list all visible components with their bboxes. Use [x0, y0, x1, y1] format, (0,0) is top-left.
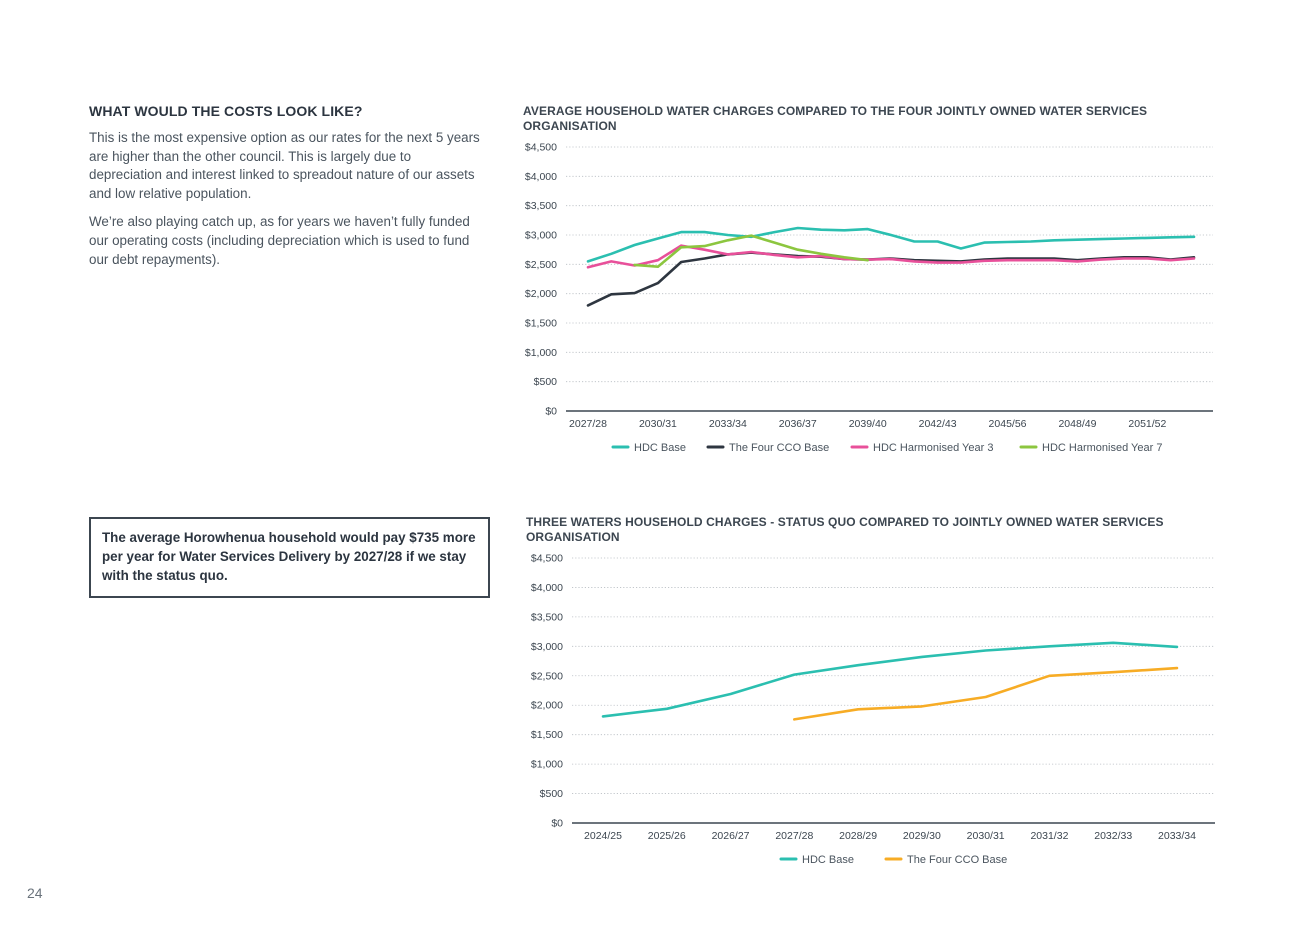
- chart2-y-tick-label: $3,000: [531, 641, 563, 653]
- chart2-y-tick-label: $2,500: [531, 670, 563, 682]
- chart1-series-hdc-base: [586, 226, 1196, 263]
- paragraph-expensive-option: This is the most expensive option as our…: [89, 130, 480, 201]
- chart1-y-tick-label: $4,000: [525, 171, 557, 183]
- chart2-y-tick-label: $4,000: [531, 582, 563, 594]
- left-column: WHAT WOULD THE COSTS LOOK LIKE? This is …: [89, 103, 484, 279]
- chart1-title: AVERAGE HOUSEHOLD WATER CHARGES COMPARED…: [523, 104, 1148, 133]
- chart1-y-tick-label: $1,000: [525, 347, 557, 359]
- chart2-x-tick-label: 2032/33: [1094, 830, 1132, 842]
- chart1-x-tick-label: 2027/28: [569, 418, 607, 430]
- chart2-x-tick-label: 2030/31: [967, 830, 1005, 842]
- callout-box: The average Horowhenua household would p…: [89, 517, 490, 598]
- chart1-x-tick-label: 2033/34: [709, 418, 747, 430]
- chart2-y-tick-label: $3,500: [531, 611, 563, 623]
- chart1-x-tick-label: 2048/49: [1058, 418, 1096, 430]
- chart1-x-tick-label: 2051/52: [1128, 418, 1166, 430]
- chart2-series-hdc-base: [601, 641, 1179, 718]
- paragraph-catch-up: We’re also playing catch up, as for year…: [89, 214, 470, 267]
- chart1-x-tick-label: 2036/37: [779, 418, 817, 430]
- chart2-x-tick-label: 2031/32: [1030, 830, 1068, 842]
- chart1-y-tick-label: $3,000: [525, 230, 557, 242]
- chart2-x-tick-label: 2029/30: [903, 830, 941, 842]
- chart1-y-tick-label: $0: [545, 406, 557, 418]
- chart1-legend-label-hdc-harmonised-year-3: HDC Harmonised Year 3: [873, 442, 993, 454]
- chart2-y-tick-label: $2,000: [531, 700, 563, 712]
- chart2-x-tick-label: 2027/28: [775, 830, 813, 842]
- chart1-x-tick-label: 2039/40: [849, 418, 887, 430]
- chart2-y-tick-label: $1,500: [531, 729, 563, 741]
- chart2-x-tick-label: 2024/25: [584, 830, 622, 842]
- chart2-y-tick-label: $4,500: [531, 553, 563, 565]
- chart1-legend-label-hdc-base: HDC Base: [634, 442, 686, 454]
- chart1-y-tick-label: $1,500: [525, 318, 557, 330]
- chart1-legend-label-the-four-cco-base: The Four CCO Base: [729, 442, 829, 454]
- chart2-x-tick-label: 2033/34: [1158, 830, 1196, 842]
- chart2-x-tick-label: 2026/27: [712, 830, 750, 842]
- chart2-series-the-four-cco-base: [793, 666, 1179, 721]
- chart1-legend-label-hdc-harmonised-year-7: HDC Harmonised Year 7: [1042, 442, 1162, 454]
- chart2-legend-label-hdc-base: HDC Base: [802, 854, 854, 866]
- chart1-y-tick-label: $2,000: [525, 288, 557, 300]
- section-heading: WHAT WOULD THE COSTS LOOK LIKE?: [89, 103, 363, 119]
- chart2-legend-label-the-four-cco-base: The Four CCO Base: [907, 854, 1007, 866]
- chart2-y-tick-label: $0: [551, 818, 563, 830]
- chart1-y-tick-label: $3,500: [525, 200, 557, 212]
- chart1-x-tick-label: 2045/56: [989, 418, 1027, 430]
- chart2-title: THREE WATERS HOUSEHOLD CHARGES - STATUS …: [526, 515, 1164, 544]
- chart1-y-tick-label: $500: [534, 376, 558, 388]
- chart1-y-tick-label: $2,500: [525, 259, 557, 271]
- chart2-y-tick-label: $500: [540, 788, 564, 800]
- chart1-y-tick-label: $4,500: [525, 142, 557, 154]
- chart1-x-tick-label: 2042/43: [919, 418, 957, 430]
- chart2-x-tick-label: 2025/26: [648, 830, 686, 842]
- chart1-x-tick-label: 2030/31: [639, 418, 677, 430]
- page-number: 24: [27, 885, 43, 901]
- chart1-series-hdc-harmonised-year-7: [633, 234, 869, 268]
- chart2-x-tick-label: 2028/29: [839, 830, 877, 842]
- chart2-y-tick-label: $1,000: [531, 759, 563, 771]
